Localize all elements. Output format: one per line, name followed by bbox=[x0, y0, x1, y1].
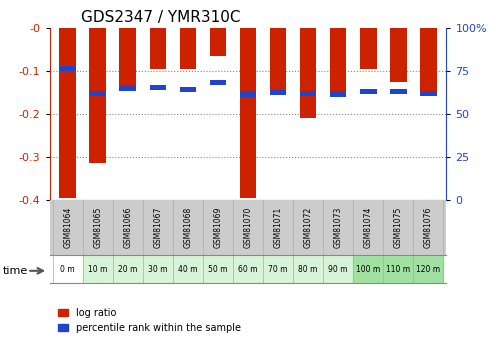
Text: 10 m: 10 m bbox=[88, 265, 108, 274]
Bar bbox=[210, 28, 226, 56]
Bar bbox=[390, 28, 407, 81]
Legend: log ratio, percentile rank within the sample: log ratio, percentile rank within the sa… bbox=[55, 304, 245, 337]
Text: GSM81074: GSM81074 bbox=[364, 207, 372, 248]
Bar bbox=[293, 255, 323, 283]
Bar bbox=[270, 28, 286, 92]
Text: 20 m: 20 m bbox=[118, 265, 137, 274]
Bar bbox=[83, 255, 113, 283]
Bar bbox=[390, 89, 407, 94]
Bar bbox=[233, 255, 263, 283]
Text: GSM81069: GSM81069 bbox=[213, 207, 222, 248]
Text: 60 m: 60 m bbox=[238, 265, 258, 274]
Bar bbox=[150, 85, 166, 90]
Text: GSM81064: GSM81064 bbox=[63, 207, 72, 248]
Text: time: time bbox=[2, 266, 28, 276]
Bar bbox=[89, 28, 106, 164]
Bar bbox=[143, 255, 173, 283]
Bar bbox=[120, 28, 136, 86]
Bar bbox=[180, 28, 196, 69]
Bar bbox=[353, 255, 383, 283]
Bar bbox=[53, 255, 83, 283]
Bar bbox=[180, 87, 196, 92]
Bar bbox=[323, 255, 353, 283]
Bar bbox=[120, 86, 136, 91]
Bar bbox=[210, 80, 226, 86]
Bar bbox=[383, 255, 413, 283]
Text: 120 m: 120 m bbox=[416, 265, 440, 274]
Text: GSM81076: GSM81076 bbox=[424, 207, 433, 248]
Bar bbox=[420, 90, 436, 96]
Bar bbox=[89, 90, 106, 96]
Text: GDS2347 / YMR310C: GDS2347 / YMR310C bbox=[81, 10, 241, 25]
Bar bbox=[330, 91, 346, 97]
Text: 30 m: 30 m bbox=[148, 265, 168, 274]
Bar bbox=[240, 28, 256, 198]
Text: GSM81070: GSM81070 bbox=[244, 207, 252, 248]
Bar bbox=[413, 255, 443, 283]
Text: GSM81065: GSM81065 bbox=[93, 207, 102, 248]
Text: 100 m: 100 m bbox=[356, 265, 380, 274]
Bar bbox=[360, 28, 376, 69]
Text: GSM81066: GSM81066 bbox=[124, 207, 132, 248]
Text: GSM81071: GSM81071 bbox=[274, 207, 283, 248]
Bar bbox=[330, 28, 346, 92]
Bar bbox=[203, 255, 233, 283]
Bar bbox=[300, 28, 316, 118]
Text: GSM81067: GSM81067 bbox=[153, 207, 162, 248]
Text: 70 m: 70 m bbox=[268, 265, 288, 274]
Text: 90 m: 90 m bbox=[328, 265, 348, 274]
Text: 50 m: 50 m bbox=[208, 265, 228, 274]
Text: 0 m: 0 m bbox=[61, 265, 75, 274]
Bar bbox=[240, 91, 256, 97]
Text: GSM81075: GSM81075 bbox=[394, 207, 403, 248]
Bar bbox=[150, 28, 166, 69]
Bar bbox=[263, 255, 293, 283]
Bar bbox=[270, 90, 286, 95]
Bar bbox=[420, 28, 436, 95]
Bar bbox=[60, 28, 76, 198]
Bar bbox=[300, 90, 316, 96]
Text: 110 m: 110 m bbox=[386, 265, 410, 274]
Bar bbox=[60, 66, 76, 71]
Text: GSM81072: GSM81072 bbox=[304, 207, 312, 248]
Bar bbox=[173, 255, 203, 283]
Text: GSM81073: GSM81073 bbox=[334, 207, 343, 248]
Bar bbox=[360, 89, 376, 94]
Text: GSM81068: GSM81068 bbox=[184, 207, 192, 248]
Text: 40 m: 40 m bbox=[178, 265, 197, 274]
Text: 80 m: 80 m bbox=[299, 265, 318, 274]
Bar bbox=[113, 255, 143, 283]
